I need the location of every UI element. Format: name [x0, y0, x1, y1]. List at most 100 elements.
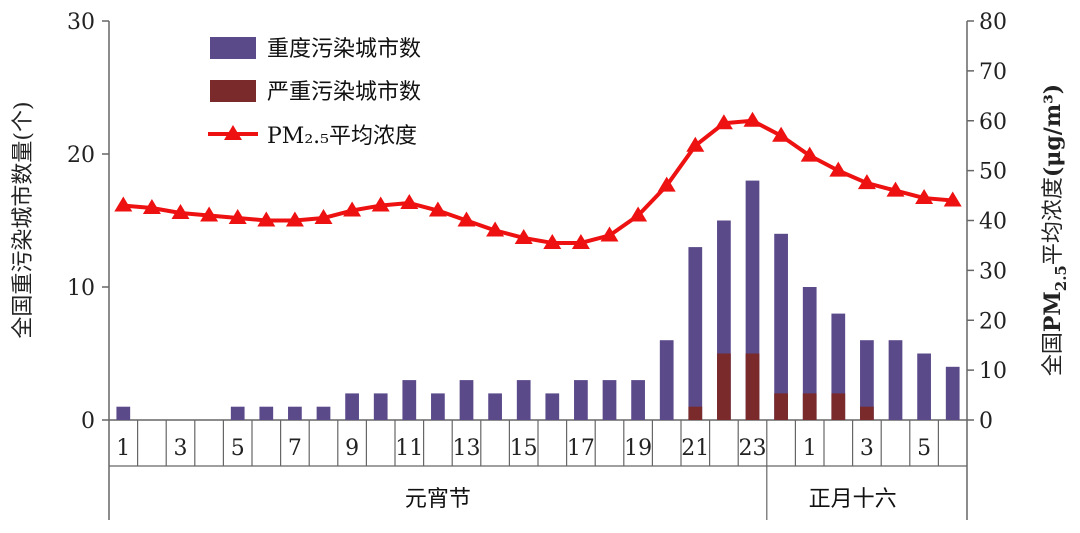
pm25-marker [142, 199, 161, 215]
y-right-tick-label: 40 [979, 210, 1007, 235]
x-tick-label: 1 [116, 436, 130, 461]
x-tick-label: 11 [395, 436, 423, 461]
pm25-marker [285, 211, 304, 227]
legend-label-heavy: 重度污染城市数 [267, 37, 421, 62]
y-left-tick-label: 0 [81, 409, 95, 434]
x-tick-label: 3 [860, 436, 874, 461]
pm25-marker [114, 196, 133, 212]
x-tick-label: 15 [510, 436, 538, 461]
y-right-title-suffix: 平均浓度 [1041, 177, 1066, 265]
bar-severe [774, 393, 788, 420]
pm25-marker [228, 209, 247, 225]
bar-heavy [945, 366, 960, 420]
bar-heavy [631, 380, 645, 420]
pm25-marker [314, 209, 333, 225]
pm25-marker [257, 211, 276, 227]
bar-heavy [345, 393, 359, 420]
pm25-marker [600, 226, 619, 242]
pm25-marker [943, 191, 962, 207]
x-tick-label: 1 [803, 436, 817, 461]
x-tick-label: 17 [567, 436, 595, 461]
bar-heavy [373, 393, 388, 420]
x-tick-label: 13 [453, 436, 481, 461]
line-layer [114, 111, 962, 249]
pm25-marker [543, 233, 562, 249]
legend-marker-pm [224, 125, 242, 140]
y-right-axis-title: 全国PM2.5平均浓度(μg/m³) [1040, 84, 1070, 376]
pm25-marker [772, 126, 791, 142]
pm25-marker [457, 211, 476, 227]
x-tick-label: 19 [624, 436, 652, 461]
bar-heavy [802, 287, 817, 420]
bar-heavy [230, 406, 245, 420]
legend-swatch-severe [210, 80, 256, 102]
group-label-sixteenth: 正月十六 [809, 487, 897, 512]
axes-layer [102, 20, 974, 520]
pm25-marker [686, 136, 705, 152]
bar-severe [717, 353, 731, 420]
y-right-title-pm: PM [1040, 291, 1066, 332]
legend-label-severe: 严重污染城市数 [267, 80, 421, 105]
y-right-title-unit: (μg/m³) [1040, 84, 1066, 177]
legend: 重度污染城市数 严重污染城市数 PM₂.₅平均浓度 [208, 37, 421, 149]
pm25-marker [200, 206, 219, 222]
bar-heavy [431, 393, 445, 420]
bar-heavy [574, 380, 588, 420]
bar-severe [688, 406, 703, 420]
y-right-tick-label: 50 [979, 160, 1007, 185]
pm25-marker [886, 181, 905, 197]
bar-severe [831, 393, 846, 420]
bar-heavy [917, 353, 931, 420]
y-right-title-sub: 2.5 [1052, 265, 1070, 291]
y-right-tick-label: 20 [979, 309, 1007, 334]
x-tick-label: 23 [739, 436, 767, 461]
bar-heavy [516, 380, 531, 420]
pm25-marker [915, 189, 934, 205]
bar-heavy [459, 380, 474, 420]
x-tick-label: 5 [231, 436, 245, 461]
y-left-tick-label: 30 [67, 10, 95, 35]
y-right-tick-label: 60 [979, 110, 1007, 135]
pm25-marker [400, 194, 419, 210]
y-left-axis-title: 全国重污染城市数量(个) [11, 101, 36, 338]
x-tick-label: 5 [917, 436, 931, 461]
y-right-title-prefix: 全国 [1041, 332, 1066, 376]
y-right-tick-label: 0 [979, 409, 993, 434]
bar-heavy [316, 406, 331, 420]
y-left-tick-label: 10 [67, 276, 95, 301]
group-label-lantern: 元宵节 [405, 487, 471, 512]
pm25-marker [571, 233, 590, 249]
pm25-marker [486, 221, 505, 237]
bar-heavy [774, 233, 788, 420]
pm25-marker [371, 196, 390, 212]
pm25-marker [743, 111, 762, 127]
bar-heavy [602, 380, 617, 420]
bar-heavy [488, 393, 502, 420]
y-left-tick-label: 20 [67, 143, 95, 168]
bar-heavy [545, 393, 560, 420]
pm25-marker [343, 201, 362, 217]
bar-severe [802, 393, 817, 420]
legend-label-pm: PM₂.₅平均浓度 [267, 124, 417, 149]
pm25-line [123, 118, 953, 245]
x-tick-label: 21 [681, 436, 709, 461]
bar-heavy [688, 247, 703, 420]
pm25-marker [514, 228, 533, 244]
y-right-tick-label: 30 [979, 259, 1007, 284]
y-right-tick-label: 70 [979, 60, 1007, 85]
bar-heavy [116, 406, 131, 420]
bar-severe [745, 353, 760, 420]
pm25-marker [629, 206, 648, 222]
bar-heavy [288, 406, 302, 420]
bar-heavy [402, 380, 417, 420]
pm25-marker [171, 204, 190, 220]
y-right-tick-label: 80 [979, 10, 1007, 35]
bar-severe [860, 406, 874, 420]
bar-heavy [888, 340, 903, 420]
x-tick-label: 7 [288, 436, 302, 461]
bar-heavy [259, 406, 274, 420]
bar-heavy [860, 340, 874, 420]
pm25-marker [714, 114, 733, 130]
